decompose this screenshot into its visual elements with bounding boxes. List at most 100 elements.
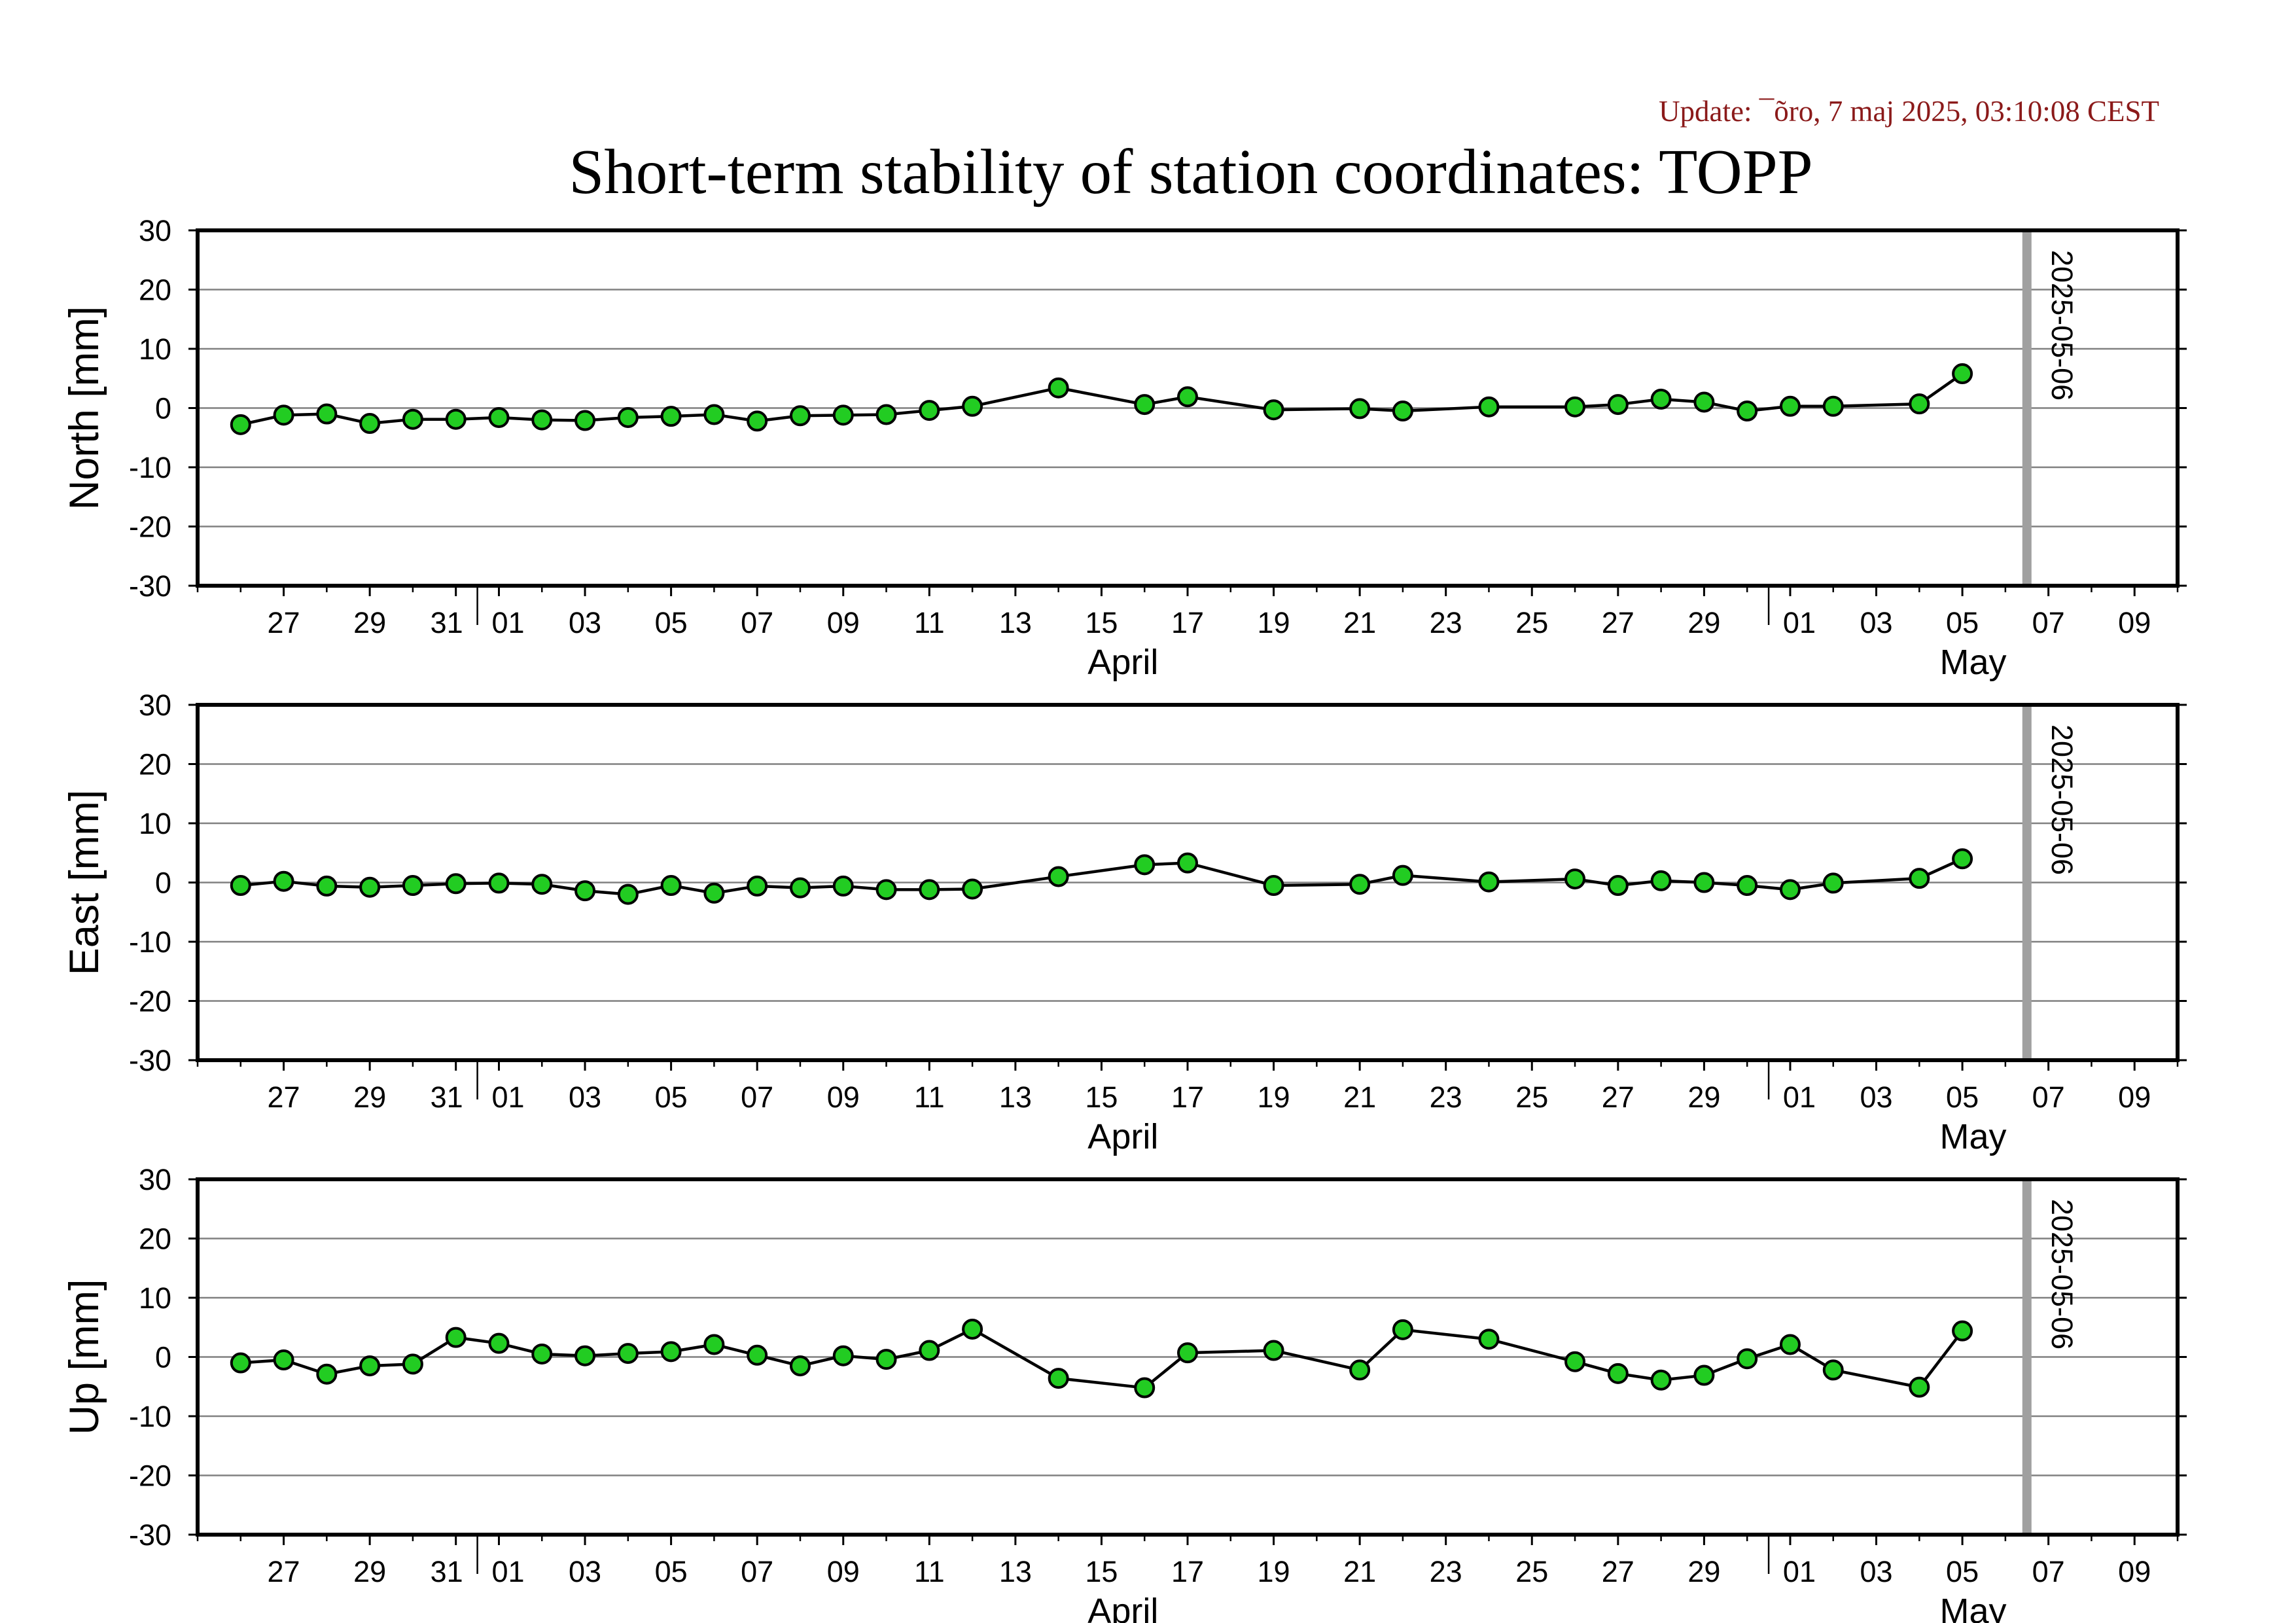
data-point — [1134, 394, 1156, 416]
x-tick-label: 09 — [2118, 1555, 2151, 1588]
data-point — [1909, 393, 1930, 415]
y-tick-label: -20 — [129, 1459, 171, 1493]
x-tick-label: 05 — [655, 1555, 688, 1588]
x-tick-label: 13 — [999, 606, 1032, 639]
y-tick-label: 0 — [155, 866, 171, 900]
data-point — [316, 875, 338, 897]
data-point — [1564, 1351, 1586, 1372]
data-point — [359, 413, 381, 435]
x-tick-label: 31 — [431, 1555, 463, 1588]
x-tick-label: 15 — [1085, 606, 1118, 639]
data-point — [1650, 870, 1672, 891]
data-point — [488, 1332, 510, 1354]
data-point — [703, 1334, 725, 1355]
x-tick-label: 19 — [1258, 606, 1290, 639]
data-point — [402, 408, 423, 430]
data-point — [1349, 874, 1371, 895]
data-point — [832, 1345, 854, 1366]
data-point — [1822, 1359, 1844, 1381]
y-tick-label: 20 — [139, 1222, 171, 1256]
plot-frame — [196, 703, 2180, 1062]
y-tick-label: 0 — [155, 1341, 171, 1374]
x-tick-label: 05 — [655, 1080, 688, 1114]
data-point — [1177, 1342, 1198, 1364]
y-tick-label: -20 — [129, 985, 171, 1018]
data-point — [316, 403, 338, 425]
x-tick-label: 07 — [741, 606, 773, 639]
x-tick-label: 27 — [268, 1555, 300, 1588]
y-tick-label: 10 — [139, 807, 171, 840]
month-label: April — [1087, 1592, 1158, 1623]
x-tick-label: 25 — [1515, 1555, 1548, 1588]
data-point — [617, 406, 639, 428]
data-point — [747, 410, 768, 432]
data-point — [660, 406, 682, 427]
y-tick-label: -30 — [129, 1044, 171, 1077]
data-point — [273, 404, 294, 426]
x-tick-label: 29 — [353, 1080, 386, 1114]
month-label: May — [1940, 1117, 2007, 1156]
month-label: April — [1087, 1117, 1158, 1156]
data-point — [531, 409, 553, 431]
data-point — [789, 877, 811, 899]
x-tick-label: 05 — [1946, 1080, 1979, 1114]
x-tick-label: 27 — [268, 606, 300, 639]
x-tick-label: 17 — [1171, 606, 1204, 639]
x-tick-label: 07 — [741, 1555, 773, 1588]
data-point — [1349, 398, 1371, 419]
y-tick-label: 0 — [155, 392, 171, 425]
data-point — [1693, 1364, 1715, 1386]
x-tick-label: 09 — [827, 606, 860, 639]
panels: 30 20 10 0 -10 -20 -30 North [mm] 27 29 31 01 03 05 07… — [62, 214, 2187, 1623]
update-timestamp: Update: ¯õro, 7 maj 2025, 03:10:08 CEST — [1659, 95, 2159, 128]
x-tick-label: 31 — [431, 1080, 463, 1114]
x-tick-label: 23 — [1430, 1080, 1462, 1114]
data-point — [1048, 1368, 1069, 1389]
data-point — [531, 1343, 553, 1364]
data-point — [1177, 386, 1198, 408]
data-point — [789, 1355, 811, 1377]
data-point — [1048, 377, 1069, 399]
data-point — [660, 1341, 682, 1363]
series-line — [240, 372, 1964, 427]
x-tick-label: 07 — [2032, 606, 2065, 639]
x-tick-label: 21 — [1343, 1555, 1376, 1588]
panel-north: 30 20 10 0 -10 -20 -30 North [mm] 27 29 31 01 03 05 07… — [62, 214, 2187, 682]
chart-title: Short-term stability of station coordina… — [569, 137, 1812, 207]
data-point — [230, 875, 251, 897]
x-tick-label: 09 — [2118, 606, 2151, 639]
x-tick-label: 23 — [1430, 1555, 1462, 1588]
data-point — [402, 1353, 423, 1375]
data-point — [445, 408, 467, 430]
data-point — [832, 404, 854, 426]
y-tick-label: 20 — [139, 748, 171, 781]
x-tick-label: 01 — [491, 606, 524, 639]
x-tick-label: 03 — [569, 1555, 601, 1588]
date-marker-label: 2025-05-06 — [2045, 250, 2079, 401]
y-axis-label: East [mm] — [62, 790, 107, 976]
data-point — [1822, 395, 1844, 417]
data-point — [1650, 1369, 1672, 1391]
x-tick-label: 19 — [1258, 1555, 1290, 1588]
data-point — [1909, 1376, 1930, 1398]
data-point — [273, 1349, 294, 1371]
data-point — [1607, 1363, 1629, 1384]
y-tick-label: -30 — [129, 569, 171, 603]
data-point — [574, 1345, 596, 1366]
data-point — [1737, 1348, 1758, 1370]
x-tick-label: 01 — [1783, 1555, 1816, 1588]
date-marker-label: 2025-05-06 — [2045, 1199, 2079, 1349]
x-tick-label: 07 — [741, 1080, 773, 1114]
x-tick-label: 15 — [1085, 1080, 1118, 1114]
data-point — [574, 880, 596, 902]
y-axis-label: Up [mm] — [62, 1279, 107, 1435]
data-point — [617, 883, 639, 905]
data-point — [747, 1344, 768, 1366]
data-point — [531, 874, 553, 895]
data-point — [359, 876, 381, 898]
data-point — [919, 400, 940, 421]
x-tick-label: 17 — [1171, 1555, 1204, 1588]
month-label: May — [1940, 643, 2007, 682]
data-point — [1263, 1340, 1284, 1361]
x-tick-label: 03 — [569, 1080, 601, 1114]
